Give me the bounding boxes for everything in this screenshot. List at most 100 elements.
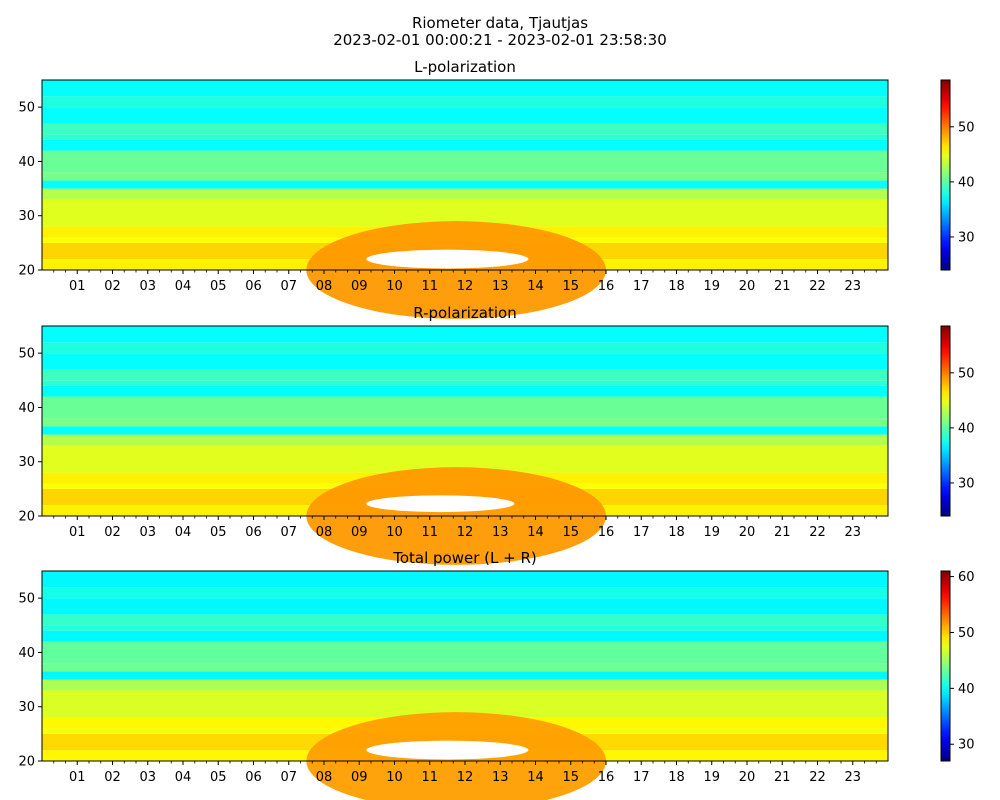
panel-title: R-polarization: [413, 304, 516, 322]
y-tick-label: 50: [18, 592, 35, 607]
x-tick-label: 09: [351, 525, 368, 540]
x-tick-label: 02: [104, 279, 121, 294]
y-tick-label: 40: [18, 155, 35, 170]
x-tick-label: 16: [598, 525, 615, 540]
x-tick-label: 20: [739, 525, 756, 540]
colorbar-tick-label: 40: [958, 682, 975, 697]
heatmap-band: [42, 134, 888, 140]
x-tick-label: 10: [386, 525, 403, 540]
x-tick-label: 10: [386, 279, 403, 294]
heatmap-band: [42, 353, 888, 370]
x-tick-label: 01: [69, 279, 86, 294]
x-tick-label: 15: [562, 525, 579, 540]
y-tick-label: 20: [18, 755, 35, 770]
x-tick-label: 17: [633, 279, 650, 294]
x-tick-label: 20: [739, 279, 756, 294]
heatmap-band: [42, 571, 888, 588]
x-tick-label: 12: [457, 279, 474, 294]
heatmap-band: [42, 625, 888, 631]
colorbar-tick-label: 50: [958, 366, 975, 381]
heatmap-band: [42, 641, 888, 664]
x-tick-label: 14: [527, 279, 544, 294]
x-tick-label: 01: [69, 770, 86, 785]
x-tick-label: 10: [386, 770, 403, 785]
heatmap-saturated: [366, 740, 529, 760]
x-tick-label: 23: [844, 770, 861, 785]
x-tick-label: 20: [739, 770, 756, 785]
y-tick-label: 50: [18, 347, 35, 362]
x-tick-label: 13: [492, 525, 509, 540]
x-tick-label: 16: [598, 279, 615, 294]
x-tick-label: 07: [280, 770, 297, 785]
y-tick-label: 40: [18, 401, 35, 416]
figure-title-line1: Riometer data, Tjautjas: [411, 14, 589, 32]
heatmap-band: [42, 107, 888, 124]
heatmap-saturated: [366, 495, 515, 513]
x-tick-label: 21: [774, 279, 791, 294]
heatmap-band: [42, 630, 888, 642]
heatmap-band: [42, 418, 888, 427]
colorbar-tick-label: 50: [958, 626, 975, 641]
x-tick-label: 05: [210, 770, 227, 785]
x-tick-label: 22: [809, 770, 826, 785]
y-tick-label: 30: [18, 455, 35, 470]
x-tick-label: 04: [175, 770, 192, 785]
y-tick-label: 30: [18, 700, 35, 715]
colorbar: [941, 80, 950, 270]
heatmap-band: [42, 426, 888, 435]
heatmap-band: [42, 139, 888, 151]
x-tick-label: 15: [562, 770, 579, 785]
heatmap-band: [42, 663, 888, 672]
heatmap-band: [42, 80, 888, 97]
x-tick-label: 17: [633, 525, 650, 540]
x-tick-label: 23: [844, 279, 861, 294]
x-tick-label: 04: [175, 525, 192, 540]
y-tick-label: 50: [18, 101, 35, 116]
x-tick-label: 03: [139, 279, 156, 294]
x-tick-label: 13: [492, 279, 509, 294]
x-tick-label: 22: [809, 525, 826, 540]
figure-title-line2: 2023-02-01 00:00:21 - 2023-02-01 23:58:3…: [333, 31, 667, 49]
heatmap-band: [42, 96, 888, 108]
x-tick-label: 05: [210, 525, 227, 540]
x-tick-label: 11: [421, 279, 438, 294]
heatmap-band: [42, 396, 888, 419]
colorbar-tick-label: 40: [958, 175, 975, 190]
y-tick-label: 20: [18, 264, 35, 279]
x-tick-label: 19: [703, 525, 720, 540]
x-tick-label: 08: [316, 770, 333, 785]
x-tick-label: 12: [457, 525, 474, 540]
x-tick-label: 13: [492, 770, 509, 785]
heatmap-band: [42, 180, 888, 189]
x-tick-label: 06: [245, 770, 262, 785]
x-tick-label: 02: [104, 525, 121, 540]
heatmap-band: [42, 369, 888, 381]
x-tick-label: 21: [774, 770, 791, 785]
colorbar-tick-label: 60: [958, 570, 975, 585]
y-tick-label: 40: [18, 646, 35, 661]
x-tick-label: 08: [316, 525, 333, 540]
heatmap-band: [42, 614, 888, 626]
x-tick-label: 03: [139, 525, 156, 540]
x-tick-label: 04: [175, 279, 192, 294]
panel-3: Total power (L + R) 20 30 40 50 01 02 03 04 05 06 0…: [18, 549, 975, 800]
x-tick-label: 11: [421, 770, 438, 785]
x-tick-label: 23: [844, 525, 861, 540]
heatmap-band: [42, 188, 888, 200]
heatmap-band: [42, 385, 888, 397]
x-tick-label: 05: [210, 279, 227, 294]
heatmap-band: [42, 380, 888, 386]
panel-1: L-polarization 20 30 40 50 01 02 03 04 05 06 07 08 09…: [18, 58, 975, 319]
x-tick-label: 07: [280, 525, 297, 540]
x-tick-label: 14: [527, 770, 544, 785]
heatmap-band: [42, 150, 888, 173]
x-tick-label: 07: [280, 279, 297, 294]
colorbar-tick-label: 40: [958, 421, 975, 436]
x-tick-label: 18: [668, 279, 685, 294]
x-tick-label: 06: [245, 525, 262, 540]
heatmap-band: [42, 587, 888, 599]
y-tick-label: 20: [18, 510, 35, 525]
colorbar-frame: [940, 325, 951, 517]
y-tick-label: 30: [18, 209, 35, 224]
colorbar-frame: [940, 79, 951, 271]
